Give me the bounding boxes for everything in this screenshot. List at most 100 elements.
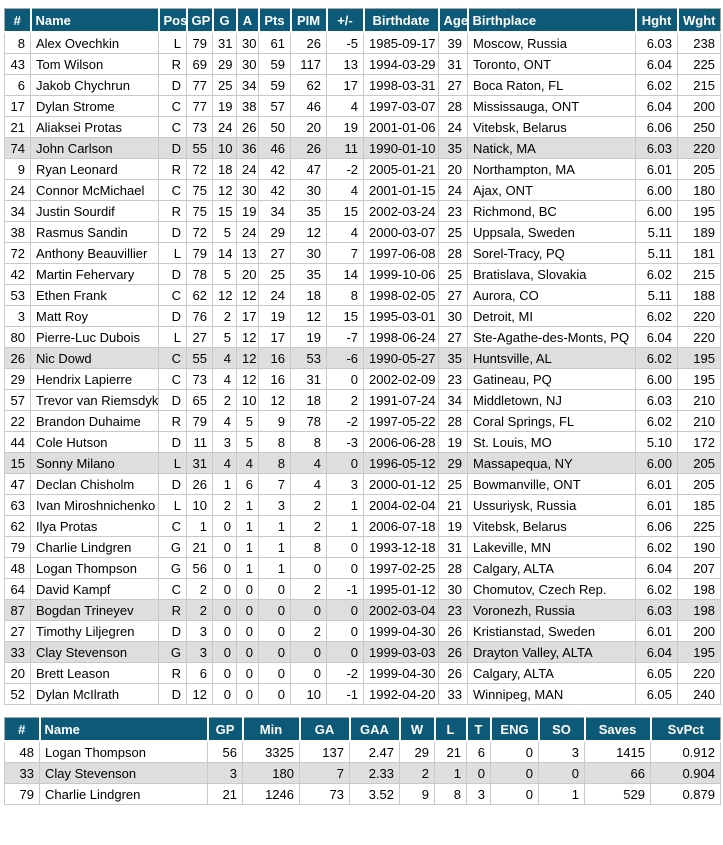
skater-row: 17 Dylan Strome C 77 19 38 57 46 4 1997-03-07 28 Mi… [4,95,721,117]
cell-age: 23 [438,200,468,222]
cell-plus-minus: -1 [326,578,364,600]
cell-number: 20 [4,662,31,684]
cell-pim: 46 [290,95,327,117]
cell-pim: 2 [290,578,327,600]
cell-birthdate: 2001-01-06 [363,116,439,138]
cell-number: 21 [4,116,31,138]
cell-plus-minus: 0 [326,452,364,474]
cell-height: 6.03 [635,137,678,159]
cell-name: Hendrix Lapierre [30,368,159,390]
cell-pim: 2 [290,515,327,537]
skater-row: 63 Ivan Miroshnichenko L 10 2 1 3 2 1 2004-02-04 2… [4,494,721,516]
cell-pts: 0 [258,683,291,705]
cell-birthplace: Vitebsk, Belarus [467,116,636,138]
column-header-saves: Saves [583,717,651,742]
cell-number: 9 [4,158,31,180]
cell-number: 3 [4,305,31,327]
skater-row: 47 Declan Chisholm D 26 1 6 7 4 3 2000-01-12 25 Bow… [4,473,721,495]
cell-pts: 12 [258,389,291,411]
cell-pos: R [158,599,187,621]
cell-birthplace: Aurora, CO [467,284,636,306]
cell-pos: G [158,641,187,663]
cell-pts: 24 [258,284,291,306]
cell-height: 6.02 [635,578,678,600]
cell-birthplace: Ajax, ONT [467,179,636,201]
cell-weight: 207 [677,557,721,579]
cell-gp: 6 [186,662,213,684]
cell-number: 53 [4,284,31,306]
cell-svpct: 0.879 [650,783,721,805]
cell-gp: 2 [186,599,213,621]
cell-pts: 19 [258,305,291,327]
cell-birthplace: Calgary, ALTA [467,662,636,684]
goalies-header: # Name GP Min GA GAA W L T ENG SO Saves SvPct [4,717,721,742]
cell-g: 0 [212,536,237,558]
cell-number: 64 [4,578,31,600]
cell-birthplace: Bratislava, Slovakia [467,263,636,285]
cell-pts: 25 [258,263,291,285]
cell-saves: 1415 [584,740,651,763]
cell-pos: D [158,431,187,453]
cell-pim: 12 [290,221,327,243]
cell-pts: 27 [258,242,291,264]
cell-birthplace: Drayton Valley, ALTA [467,641,636,663]
cell-birthdate: 1990-05-27 [363,347,439,369]
cell-w: 2 [399,762,435,784]
cell-name: Charlie Lindgren [39,783,208,805]
cell-height: 6.04 [635,95,678,117]
cell-number: 33 [4,762,40,784]
column-header-gp: GP [185,8,213,33]
cell-number: 74 [4,137,31,159]
column-header-plus-minus: +/- [325,8,364,33]
cell-birthdate: 2000-01-12 [363,473,439,495]
cell-birthdate: 1993-12-18 [363,536,439,558]
cell-gp: 78 [186,263,213,285]
cell-pos: C [158,95,187,117]
column-header-l: L [433,717,467,742]
skater-row: 33 Clay Stevenson G 3 0 0 0 0 0 1999-03-03 26 Drayt… [4,641,721,663]
cell-name: Alex Ovechkin [30,31,159,54]
cell-age: 24 [438,179,468,201]
cell-gp: 62 [186,284,213,306]
cell-number: 42 [4,263,31,285]
cell-pts: 59 [258,53,291,75]
column-header-name: Name [38,717,208,742]
cell-pos: D [158,389,187,411]
cell-gp: 10 [186,494,213,516]
cell-g: 12 [212,284,237,306]
skaters-header: # Name Pos GP G A Pts PIM +/- Birthdate Age Birthpl… [4,8,721,33]
cell-pim: 0 [290,599,327,621]
cell-pts: 3 [258,494,291,516]
cell-height: 6.02 [635,74,678,96]
cell-g: 4 [212,347,237,369]
cell-a: 12 [236,284,259,306]
cell-plus-minus: 17 [326,74,364,96]
cell-height: 6.02 [635,263,678,285]
cell-gp: 65 [186,389,213,411]
cell-eng: 0 [490,740,539,763]
cell-name: Martin Fehervary [30,263,159,285]
cell-number: 57 [4,389,31,411]
cell-saves: 529 [584,783,651,805]
cell-g: 2 [212,494,237,516]
cell-plus-minus: -3 [326,431,364,453]
cell-name: Dylan McIlrath [30,683,159,705]
cell-eng: 0 [490,762,539,784]
column-header-a: A [235,8,259,33]
cell-birthplace: Vitebsk, Belarus [467,515,636,537]
cell-a: 12 [236,347,259,369]
cell-age: 25 [438,221,468,243]
cell-weight: 205 [677,473,721,495]
cell-height: 5.11 [635,242,678,264]
cell-pim: 8 [290,536,327,558]
column-header-number: # [4,8,31,33]
cell-height: 6.01 [635,473,678,495]
column-header-age: Age [437,8,468,33]
cell-weight: 205 [677,158,721,180]
skater-row: 27 Timothy Liljegren D 3 0 0 0 2 0 1999-04-30 26 Kr… [4,620,721,642]
cell-plus-minus: 1 [326,515,364,537]
cell-number: 33 [4,641,31,663]
cell-g: 0 [212,662,237,684]
cell-l: 21 [434,740,467,763]
cell-birthdate: 1997-05-22 [363,410,439,432]
